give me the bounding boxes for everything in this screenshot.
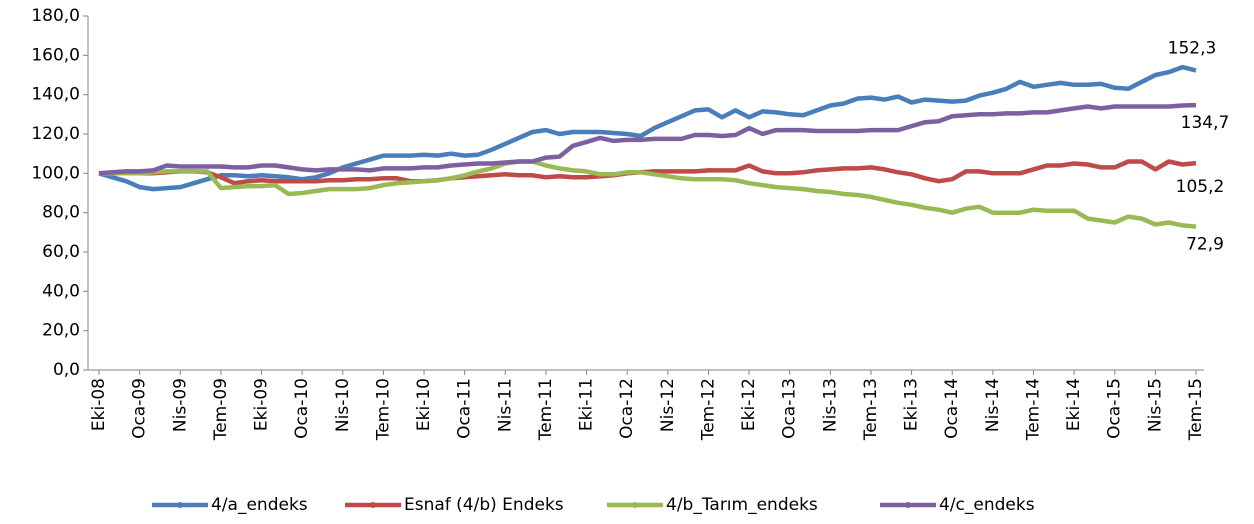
x-tick-label: Nis-13 (820, 378, 840, 432)
x-tick-label: Oca-14 (942, 378, 962, 439)
legend-marker (905, 502, 911, 508)
x-tick-label: Nis-12 (658, 378, 678, 432)
x-tick-label: Nis-10 (333, 378, 353, 432)
y-tick-label: 40,0 (42, 281, 80, 301)
x-tick-label: Eki-08 (89, 378, 109, 431)
y-tick-label: 120,0 (31, 124, 80, 144)
x-tick-label: Tem-12 (698, 378, 718, 441)
legend-label: 4/c_endeks (939, 495, 1035, 515)
x-tick-label: Tem-15 (1186, 378, 1206, 441)
x-tick-label: Nis-09 (170, 378, 190, 432)
x-tick-label: Oca-15 (1105, 378, 1125, 439)
x-tick-label: Tem-13 (861, 378, 881, 441)
x-tick-label: Eki-14 (1064, 378, 1084, 431)
y-tick-label: 60,0 (42, 242, 80, 262)
value-label: 105,2 (1176, 177, 1225, 197)
series-line (98, 64, 1197, 192)
x-tick-label: Nis-14 (983, 378, 1003, 432)
x-tick-label: Eki-09 (252, 378, 272, 431)
x-tick-label: Eki-11 (577, 378, 597, 431)
legend-label: 4/b_Tarım_endeks (666, 495, 818, 515)
x-tick-label: Oca-12 (617, 378, 637, 439)
x-tick-label: Oca-11 (455, 378, 475, 439)
value-label: 134,7 (1181, 113, 1230, 133)
legend-marker (370, 502, 376, 508)
x-tick-label: Oca-09 (130, 378, 150, 439)
value-label: 152,3 (1168, 38, 1217, 58)
series-line (98, 102, 1197, 176)
x-tick-label: Eki-13 (902, 378, 922, 431)
x-tick-label: Tem-11 (536, 378, 556, 441)
y-tick-label: 80,0 (42, 203, 80, 223)
value-label: 72,9 (1186, 235, 1224, 255)
legend-marker (177, 502, 183, 508)
y-tick-label: 20,0 (42, 321, 80, 341)
y-tick-label: 100,0 (31, 163, 80, 183)
legend-label: Esnaf (4/b) Endeks (404, 495, 564, 515)
y-tick-label: 180,0 (31, 6, 80, 26)
x-tick-label: Oca-10 (292, 378, 312, 439)
x-tick-label: Nis-11 (495, 378, 515, 432)
x-tick-label: Oca-13 (780, 378, 800, 439)
x-tick-label: Tem-09 (211, 378, 231, 441)
x-tick-label: Eki-12 (739, 378, 759, 431)
x-tick-label: Eki-10 (414, 378, 434, 431)
x-tick-label: Tem-10 (373, 378, 393, 441)
x-tick-label: Tem-14 (1023, 378, 1043, 441)
y-tick-label: 0,0 (53, 360, 80, 380)
x-tick-label: Nis-15 (1145, 378, 1165, 432)
legend-marker (632, 502, 638, 508)
y-tick-label: 140,0 (31, 85, 80, 105)
legend-label: 4/a_endeks (211, 495, 308, 515)
y-tick-label: 160,0 (31, 45, 80, 65)
series-line (99, 159, 1197, 229)
